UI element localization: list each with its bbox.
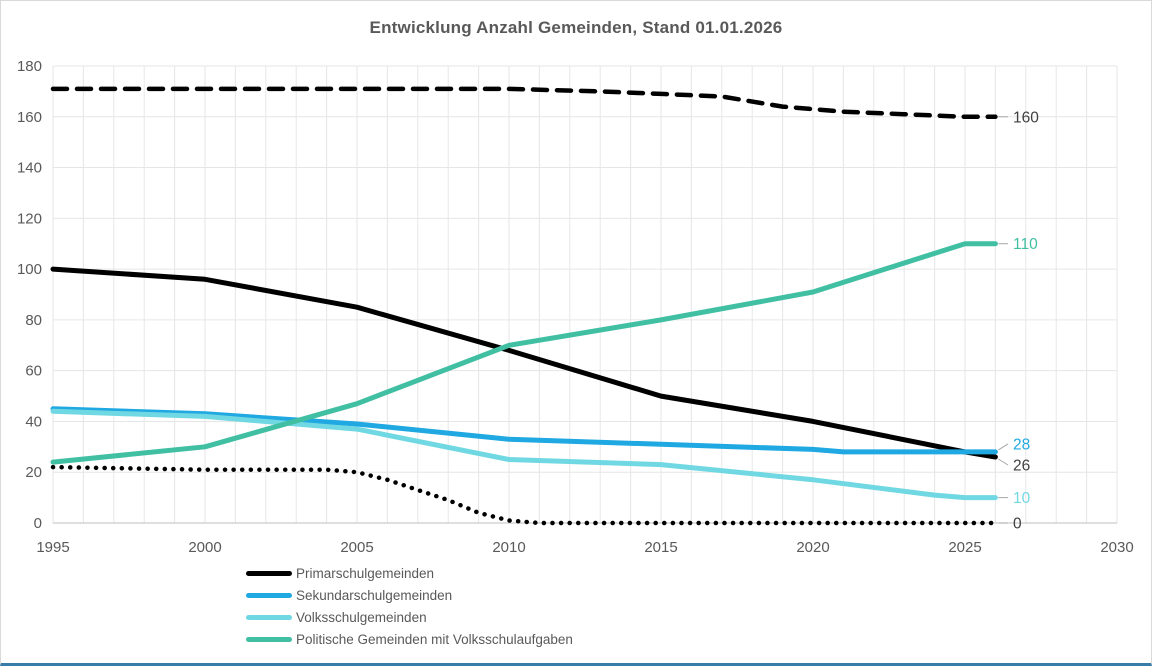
y-tick-label: 20 [25,464,42,481]
series-line-volksschulgemeinden [50,408,998,501]
end-label-leader [998,443,1009,451]
series-line-politische-gemeinden-mit-volksschulaufgaben [50,241,998,465]
y-tick-label: 180 [17,58,42,75]
legend-label: Primarschulgemeinden [296,565,435,581]
x-tick-label: 2000 [188,539,221,556]
legend-item-politische-gemeinden-mit-volksschulaufgaben: Politische Gemeinden mit Volksschulaufga… [246,628,573,650]
end-labels: 160 26 28 10 110 0 [998,109,1039,533]
y-axis-labels: 0 20 40 60 80 100 120 140 160 180 [17,58,42,532]
legend-item-primarschulgemeinden: Primarschulgemeinden [246,562,573,584]
x-tick-label: 2010 [492,539,525,556]
y-tick-label: 80 [25,312,42,329]
legend-item-sekundarschulgemeinden: Sekundarschulgemeinden [246,584,573,606]
x-tick-label: 1995 [36,539,69,556]
legend-label: Politische Gemeinden mit Volksschulaufga… [296,631,573,647]
x-tick-label: 2025 [948,539,981,556]
x-axis-labels: 1995 2000 2005 2010 2015 2020 2025 2030 [36,539,1133,556]
end-label-26: 26 [1013,457,1030,474]
y-tick-label: 160 [17,109,42,126]
x-tick-label: 2030 [1100,539,1133,556]
legend-swatch [246,570,292,576]
y-tick-label: 120 [17,210,42,227]
x-tick-label: 2020 [796,539,829,556]
legend-label: Volksschulgemeinden [296,609,427,625]
y-tick-label: 0 [34,515,42,532]
series-line-primarschulgemeinden [50,266,998,460]
legend-item-volksschulgemeinden: Volksschulgemeinden [246,606,573,628]
end-label-leader [998,458,1009,466]
legend-swatch [246,614,292,620]
chart-title: Entwicklung Anzahl Gemeinden, Stand 01.0… [369,18,783,37]
x-tick-label: 2005 [340,539,373,556]
series-line-dashed-unlabeled [50,86,998,120]
y-tick-label: 100 [17,261,42,278]
y-tick-label: 140 [17,160,42,177]
legend-swatch [246,636,292,642]
end-label-28: 28 [1013,436,1030,453]
end-label-10: 10 [1013,490,1031,507]
legend-label: Sekundarschulgemeinden [296,587,453,603]
y-tick-label: 40 [25,413,42,430]
end-label-160: 160 [1013,109,1039,126]
legend-swatch [246,592,292,598]
legend: Primarschulgemeinden Sekundarschulgemeind… [246,562,573,650]
x-tick-label: 2015 [644,539,677,556]
end-label-110: 110 [1013,236,1038,253]
end-label-0: 0 [1013,516,1022,533]
series-lines [50,86,998,526]
series-line-sekundarschulgemeinden [50,406,998,455]
gridlines [52,65,1118,523]
series-line-dotted-unlabeled [50,464,998,526]
y-tick-label: 60 [25,363,42,380]
